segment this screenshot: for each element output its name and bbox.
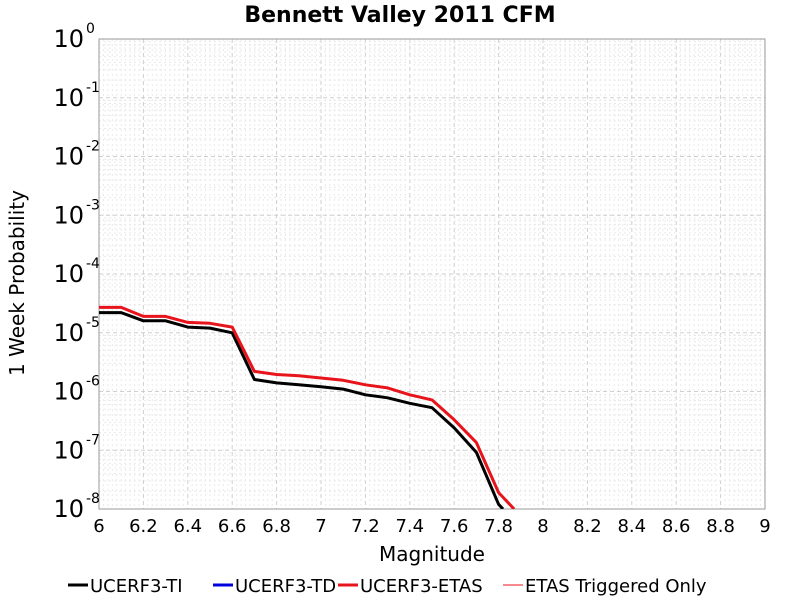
x-tick-label: 9 <box>759 516 770 537</box>
y-tick-exponent: -4 <box>86 256 100 272</box>
x-axis-label: Magnitude <box>379 542 485 566</box>
x-tick-label: 7.4 <box>395 516 424 537</box>
y-tick-exponent: -6 <box>86 374 100 390</box>
legend-label-ucerf3-ti: UCERF3-TI <box>90 576 183 597</box>
x-tick-labels: 6 6.2 6.4 6.6 6.8 7 7.2 7.4 7.6 7.8 8 8.2 8.4 8.6 8.8 9 <box>93 516 770 537</box>
y-axis-label: 1 Week Probability <box>5 190 29 376</box>
x-tick-label: 8.8 <box>706 516 735 537</box>
legend-label-ucerf3-td: UCERF3-TD <box>235 576 336 597</box>
chart-title: Bennett Valley 2011 CFM <box>244 3 555 28</box>
x-tick-label: 7.2 <box>351 516 380 537</box>
y-tick-exponent: -2 <box>86 139 100 155</box>
y-tick-exponent: 0 <box>86 21 95 37</box>
y-tick-exponent: -8 <box>86 491 100 507</box>
y-tick-base: 10 <box>53 495 84 523</box>
y-tick-base: 10 <box>53 84 84 112</box>
y-tick-base: 10 <box>53 143 84 171</box>
series-line-ucerf3-ti <box>99 311 505 509</box>
y-tick-base: 10 <box>53 436 84 464</box>
y-tick-exponent: -3 <box>86 197 100 213</box>
y-tick-base: 10 <box>53 378 84 406</box>
y-tick-label: 10 -1 <box>53 80 100 112</box>
x-tick-label: 6 <box>93 516 104 537</box>
x-tick-label: 6.6 <box>218 516 247 537</box>
x-tick-label: 6.4 <box>173 516 202 537</box>
x-tick-label: 6.8 <box>262 516 291 537</box>
y-tick-base: 10 <box>53 319 84 347</box>
y-tick-exponent: -7 <box>86 432 100 448</box>
y-tick-label: 10 0 <box>53 21 94 53</box>
y-tick-label: 10 -6 <box>53 374 100 406</box>
legend: UCERF3-TI UCERF3-TD UCERF3-ETAS ETAS Trigge… <box>68 576 707 597</box>
y-tick-base: 10 <box>53 25 84 53</box>
series-layer <box>99 305 516 509</box>
x-tick-label: 8.4 <box>617 516 646 537</box>
y-tick-label: 10 -5 <box>53 315 100 347</box>
y-tick-label: 10 -8 <box>53 491 100 523</box>
y-tick-label: 10 -3 <box>53 197 100 229</box>
x-tick-label: 7.8 <box>484 516 513 537</box>
x-tick-label: 7 <box>315 516 326 537</box>
legend-label-etas-triggered-only: ETAS Triggered Only <box>525 576 707 597</box>
y-tick-exponent: -1 <box>86 80 100 96</box>
x-tick-label: 8.6 <box>662 516 691 537</box>
plot-frame <box>98 38 766 510</box>
series-line-ucerf3-etas <box>99 305 516 509</box>
grid <box>98 39 766 510</box>
y-tick-exponent: -5 <box>86 315 100 331</box>
y-tick-label: 10 -7 <box>53 432 100 464</box>
x-tick-label: 6.2 <box>129 516 158 537</box>
y-tick-base: 10 <box>53 201 84 229</box>
x-tick-label: 8.2 <box>573 516 602 537</box>
x-tick-label: 7.6 <box>440 516 469 537</box>
legend-label-ucerf3-etas: UCERF3-ETAS <box>360 576 483 597</box>
y-tick-label: 10 -2 <box>53 139 100 171</box>
y-tick-label: 10 -4 <box>53 256 100 288</box>
y-tick-base: 10 <box>53 260 84 288</box>
x-tick-label: 8 <box>537 516 548 537</box>
